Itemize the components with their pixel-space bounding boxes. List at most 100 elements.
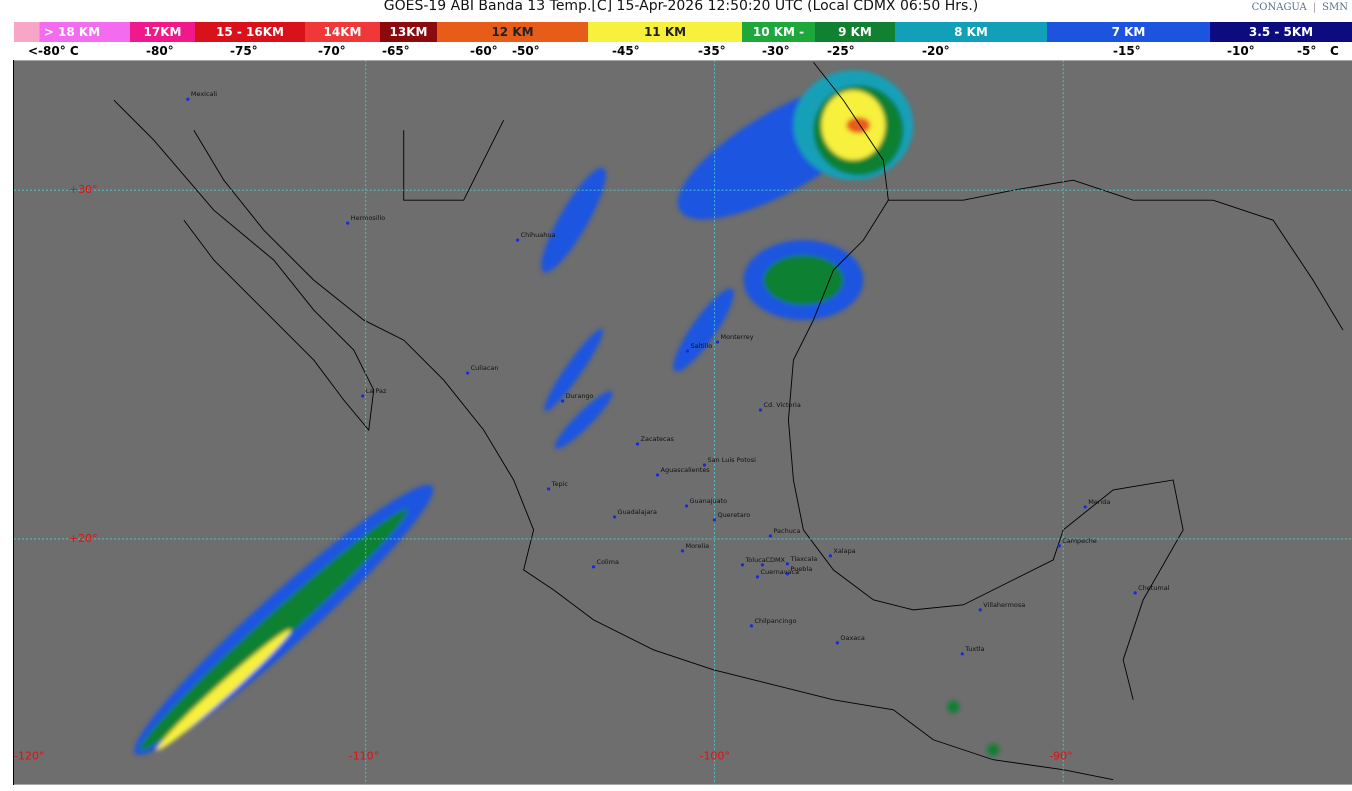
city-marker (740, 563, 745, 567)
temperature-label: -5° (1297, 44, 1317, 58)
lon-label: -90° (1049, 750, 1072, 763)
scale-segment: 10 KM - (742, 22, 815, 42)
city-labels: Mexicali Hermosillo Chihuahua La Paz Culiaca… (186, 90, 1170, 656)
temperature-label: -70° (318, 44, 346, 58)
temperature-label: -15° (1113, 44, 1141, 58)
temperature-labels: <-80° C -80° -75° -70° -65° -60° -50° -45° -35° -… (0, 44, 1352, 60)
scale-segment: 8 KM (895, 22, 1047, 42)
city-label: Tuxtla (964, 645, 984, 653)
city-label: Cd. Victoria (763, 401, 800, 409)
lon-label: -120° (14, 750, 44, 763)
city-label: Guadalajara (618, 508, 657, 516)
city-label: San Luis Potosi (707, 456, 756, 464)
city-label: Queretaro (717, 511, 750, 519)
city-label: Campeche (1062, 537, 1097, 545)
color-scale: > 18 KM 17KM 15 - 16KM 14KM 13KM 12 KM 11 KM 10… (14, 22, 1352, 42)
temperature-label: -35° (698, 44, 726, 58)
scale-segment: 3.5 - 5KM (1210, 22, 1352, 42)
satellite-map: +30° +20° -120° -110° -100° -90° Mexical… (13, 60, 1352, 785)
city-label: Morelia (685, 542, 709, 550)
city-marker (978, 608, 982, 612)
city-marker (591, 565, 596, 569)
city-marker (346, 221, 350, 225)
city-label: Guanajuato (689, 497, 727, 505)
city-marker (755, 575, 760, 579)
temperature-label: -25° (827, 44, 855, 58)
temperature-label: -10° (1227, 44, 1255, 58)
city-marker (749, 624, 754, 628)
city-marker (960, 652, 964, 656)
scale-segment: 14KM (305, 22, 380, 42)
city-label: Mexicali (191, 90, 217, 98)
temperature-label: -65° (382, 44, 410, 58)
logo-divider: | (1312, 2, 1317, 13)
city-label: Oaxaca (840, 634, 864, 642)
city-marker (758, 408, 763, 412)
city-label: Chetumal (1138, 584, 1170, 592)
temperature-label: -60° (470, 44, 498, 58)
city-label: Saltillo (690, 342, 712, 350)
lon-label: -100° (699, 750, 729, 763)
city-marker (685, 349, 690, 353)
city-label: Chilpancingo (754, 617, 796, 625)
city-label: Chihuahua (521, 231, 556, 239)
lat-label: +30° (69, 183, 98, 196)
city-label: Tepic (551, 480, 569, 488)
city-label: Xalapa (833, 547, 855, 555)
scale-segment: 13KM (380, 22, 437, 42)
city-label: Durango (566, 392, 594, 400)
logos: CONAGUA | SMN (1252, 2, 1348, 13)
city-label: Tlaxcala (789, 555, 817, 563)
city-label: Culiacan (471, 364, 499, 372)
city-marker (702, 463, 707, 467)
temperature-label: <-80° C (28, 44, 79, 58)
city-label: Cuernavaca (760, 568, 799, 576)
city-marker (828, 554, 832, 558)
scale-segment: 17KM (130, 22, 195, 42)
city-label: Colima (597, 558, 619, 566)
city-marker (768, 534, 773, 538)
city-marker (1133, 591, 1137, 595)
city-label: Merida (1088, 498, 1110, 506)
city-marker (835, 641, 839, 645)
temperature-label: -30° (762, 44, 790, 58)
city-marker (712, 518, 717, 522)
city-marker (785, 572, 790, 576)
city-label: La Paz (366, 387, 387, 395)
lat-lon-grid: +30° +20° -120° -110° -100° -90° (14, 60, 1352, 785)
temperature-label: C (1330, 44, 1339, 58)
city-marker (1083, 505, 1087, 509)
city-label: Zacatecas (641, 435, 675, 443)
city-label: Monterrey (720, 333, 753, 341)
lat-label: +20° (69, 532, 98, 545)
lon-label: -110° (349, 750, 379, 763)
convective-clouds (134, 70, 1000, 756)
smn-logo: SMN (1322, 2, 1348, 13)
city-marker (680, 549, 685, 553)
city-label: Puebla (790, 565, 812, 573)
scale-segment: 7 KM (1047, 22, 1210, 42)
temperature-label: -45° (612, 44, 640, 58)
temperature-label: -50° (512, 44, 540, 58)
city-label: CDMX (765, 556, 785, 564)
city-label: Aguascalientes (661, 466, 711, 474)
city-marker (715, 340, 720, 344)
coastlines (113, 61, 1344, 781)
scale-segment: 15 - 16KM (195, 22, 305, 42)
scale-segment: > 18 KM (14, 22, 130, 42)
city-marker (635, 442, 640, 446)
city-marker (361, 394, 365, 398)
city-marker (655, 473, 660, 477)
city-marker (612, 515, 617, 519)
city-marker (760, 563, 765, 567)
scale-segment: 11 KM (588, 22, 742, 42)
city-label: Hermosillo (351, 214, 385, 222)
city-marker (560, 399, 565, 403)
city-marker (785, 562, 790, 566)
city-marker (516, 238, 520, 242)
city-marker (547, 487, 551, 491)
temperature-label: -75° (230, 44, 258, 58)
conagua-logo: CONAGUA (1251, 2, 1307, 13)
city-marker (684, 504, 689, 508)
city-marker (186, 97, 190, 101)
